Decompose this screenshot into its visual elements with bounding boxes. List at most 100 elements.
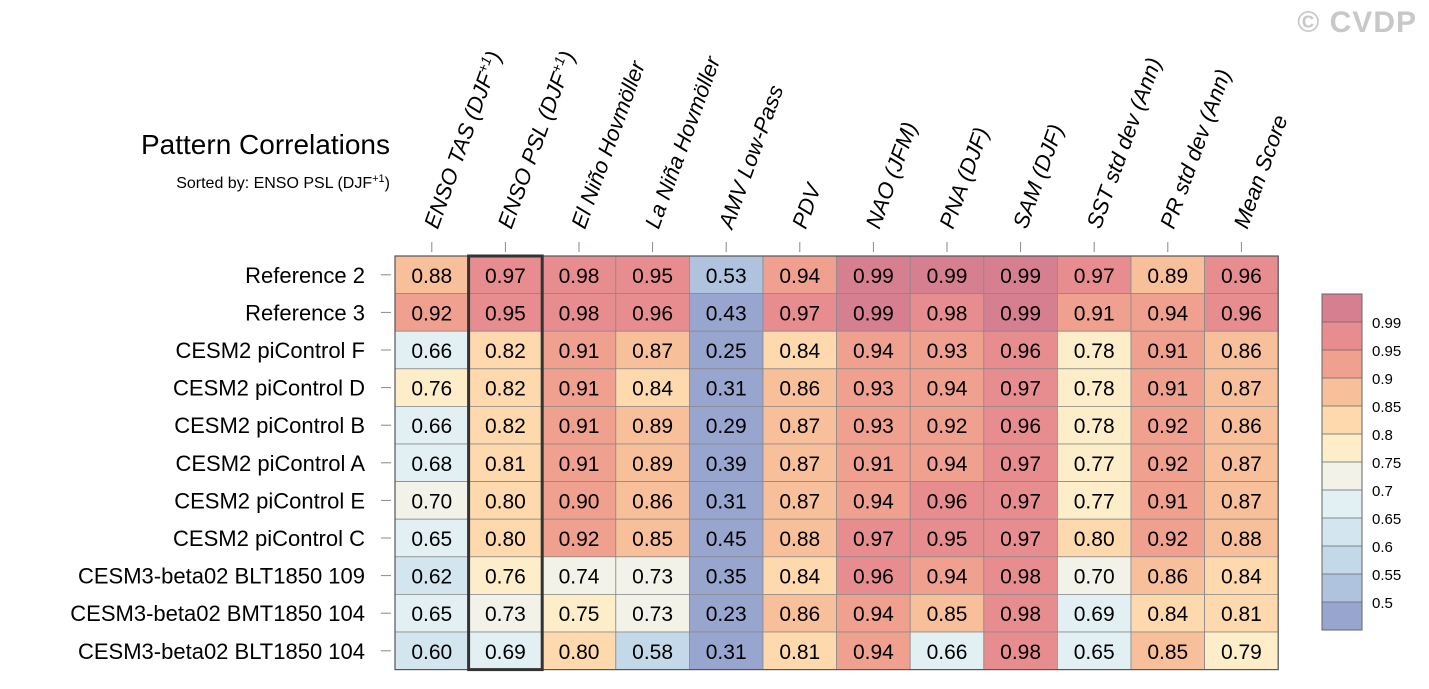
colorbar-tick-label: 0.8 — [1372, 427, 1393, 444]
cell-value-label: 0.85 — [927, 603, 968, 626]
cell-value-label: 0.73 — [632, 566, 673, 589]
cell-value-label: 0.60 — [411, 641, 452, 664]
heatmap-cell — [468, 594, 543, 633]
heatmap-cell — [1057, 443, 1132, 482]
cell-value-label: 0.89 — [632, 415, 673, 438]
heatmap-cell — [541, 293, 617, 332]
heatmap-cell — [836, 368, 911, 407]
cell-value-label: 0.89 — [1147, 265, 1188, 288]
row-label: CESM3-beta02 BMT1850 104 — [70, 601, 365, 626]
heatmap-cell — [1204, 255, 1279, 294]
cell-value-label: 0.91 — [853, 453, 894, 476]
cell-value-label: 0.29 — [706, 415, 747, 438]
heatmap-cell — [1130, 556, 1205, 595]
heatmap-cell — [836, 594, 911, 633]
colorbar-border — [1321, 293, 1363, 631]
row-labels: Reference 2 Reference 3 CESM2 piControl F C… — [70, 263, 391, 664]
cell-value-label: 0.99 — [927, 265, 968, 288]
heatmap-cell — [836, 631, 911, 670]
row-label: CESM2 piControl C — [173, 526, 365, 551]
cell-value-label: 0.84 — [779, 566, 820, 589]
cell-value-label: 0.65 — [411, 603, 452, 626]
colorbar-tick-label: 0.99 — [1372, 315, 1401, 332]
cell-value-label: 0.84 — [632, 378, 673, 401]
heatmap-cell — [615, 368, 690, 407]
cell-value-label: 0.91 — [1147, 378, 1188, 401]
colorbar-tick-label: 0.5 — [1372, 595, 1393, 612]
cell-value-label: 0.73 — [485, 603, 526, 626]
cell-value-label: 0.95 — [485, 302, 526, 325]
heatmap-cell — [909, 405, 985, 445]
column-label: AMV Low-Pass — [713, 82, 789, 234]
cell-value-label: 0.87 — [779, 453, 820, 476]
cell-value-label: 0.31 — [706, 641, 747, 664]
colorbar-swatch — [1322, 350, 1362, 378]
cell-value-label: 0.98 — [1000, 603, 1041, 626]
heatmap-cell — [1130, 481, 1205, 520]
column-label: SAM (DJF) — [1008, 121, 1069, 232]
heatmap-cell — [689, 293, 764, 332]
heatmap-cell — [689, 631, 764, 670]
cell-value-label: 0.58 — [632, 641, 673, 664]
heatmap-cell — [1130, 518, 1205, 558]
cell-value-label: 0.89 — [632, 453, 673, 476]
cell-value-label: 0.92 — [1147, 528, 1188, 551]
colorbar-swatch — [1322, 434, 1362, 462]
cell-value-label: 0.97 — [485, 265, 526, 288]
heatmap-cell — [836, 481, 911, 520]
cell-value-label: 0.94 — [779, 265, 820, 288]
heatmap-cell — [762, 518, 837, 558]
heatmap-cell — [762, 556, 837, 595]
heatmap-cell — [615, 293, 690, 332]
column-label: PR std dev (Ann) — [1155, 66, 1236, 232]
heatmap-cell — [762, 481, 837, 520]
cell-value-label: 0.75 — [559, 603, 600, 626]
heatmap-cell — [762, 594, 837, 633]
cell-value-label: 0.68 — [411, 453, 452, 476]
heatmap-cell — [909, 481, 985, 520]
heatmap-cell — [836, 443, 911, 482]
column-label: SST std dev (Ann) — [1081, 54, 1166, 231]
cell-value-label: 0.25 — [706, 340, 747, 363]
cell-value-label: 0.84 — [1147, 603, 1188, 626]
colorbar-tick-label: 0.95 — [1372, 343, 1401, 360]
heatmap-cell — [1204, 443, 1279, 482]
cell-value-label: 0.94 — [927, 453, 968, 476]
cell-value-label: 0.70 — [1074, 566, 1115, 589]
colorbar-tick-label: 0.75 — [1372, 455, 1401, 472]
cell-value-label: 0.84 — [1221, 566, 1262, 589]
heatmap-cell — [1204, 481, 1279, 520]
colorbar-tick-label: 0.7 — [1372, 483, 1393, 500]
colorbar-swatch — [1322, 406, 1362, 434]
column-label: La Niña Hovmöller — [640, 52, 726, 232]
cell-value-label: 0.92 — [411, 302, 452, 325]
heatmap-cell — [762, 368, 837, 407]
colorbar-tick-label: 0.6 — [1372, 539, 1393, 556]
heatmap-cell — [836, 330, 911, 370]
colorbar-tick-label: 0.55 — [1372, 567, 1401, 584]
heatmap-cell — [1130, 443, 1205, 482]
heatmap-cell — [541, 556, 617, 595]
cell-value-label: 0.95 — [632, 265, 673, 288]
cell-value-label: 0.84 — [779, 340, 820, 363]
heatmap-cell — [1057, 594, 1132, 633]
cell-value-label: 0.80 — [1074, 528, 1115, 551]
row-label: CESM2 piControl D — [173, 376, 365, 401]
colorbar-tick-label: 0.85 — [1372, 399, 1401, 416]
chart-title: Pattern Correlations — [141, 129, 390, 160]
cell-value-label: 0.99 — [853, 302, 894, 325]
cell-value-label: 0.96 — [927, 490, 968, 513]
heatmap-cells: 0.88 0.97 0.98 0.95 0.53 0.94 0.99 0.99 0.99 0.97… — [394, 254, 1279, 672]
watermark: © CVDP — [1297, 6, 1417, 39]
cell-value-label: 0.97 — [853, 528, 894, 551]
row-label: Reference 2 — [245, 263, 365, 288]
cell-value-label: 0.96 — [1000, 340, 1041, 363]
heatmap-cell — [983, 594, 1058, 633]
cell-value-label: 0.85 — [1147, 641, 1188, 664]
cell-value-label: 0.23 — [706, 603, 747, 626]
cell-value-label: 0.98 — [1000, 566, 1041, 589]
row-label: CESM2 piControl A — [175, 451, 365, 476]
row-label: CESM2 piControl E — [174, 488, 365, 513]
cell-value-label: 0.96 — [1000, 415, 1041, 438]
heatmap-cell — [909, 368, 985, 407]
